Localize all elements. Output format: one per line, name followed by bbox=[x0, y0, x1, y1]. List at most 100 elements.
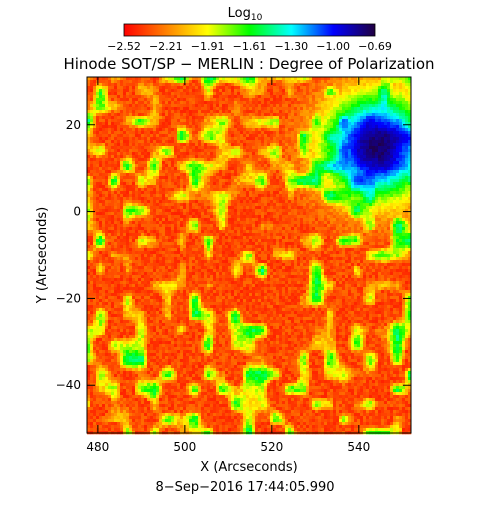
map-cell bbox=[405, 161, 409, 165]
map-cell bbox=[195, 179, 199, 183]
map-cell bbox=[138, 104, 142, 108]
map-cell bbox=[339, 212, 343, 216]
map-cell bbox=[237, 80, 241, 84]
map-cell bbox=[240, 212, 244, 216]
map-cell bbox=[144, 155, 148, 159]
map-cell bbox=[195, 116, 199, 120]
map-cell bbox=[342, 89, 346, 93]
map-cell bbox=[111, 116, 115, 120]
map-cell bbox=[378, 212, 382, 216]
map-cell bbox=[384, 209, 388, 213]
map-cell bbox=[165, 140, 169, 144]
map-cell bbox=[144, 188, 148, 192]
map-cell bbox=[327, 80, 331, 84]
map-cell bbox=[114, 209, 118, 213]
map-cell bbox=[228, 143, 232, 147]
map-cell bbox=[207, 116, 211, 120]
map-cell bbox=[93, 95, 97, 99]
map-cell bbox=[147, 209, 151, 213]
map-cell bbox=[237, 122, 241, 126]
map-cell bbox=[216, 143, 220, 147]
map-cell bbox=[141, 164, 145, 168]
map-cell bbox=[297, 200, 301, 204]
map-cell bbox=[141, 146, 145, 150]
map-cell bbox=[354, 191, 358, 195]
map-cell bbox=[96, 119, 100, 123]
map-cell bbox=[300, 101, 304, 105]
map-cell bbox=[321, 140, 325, 144]
map-cell bbox=[261, 125, 265, 129]
map-cell bbox=[210, 131, 214, 135]
map-cell bbox=[93, 131, 97, 135]
map-cell bbox=[192, 197, 196, 201]
map-cell bbox=[387, 122, 391, 126]
map-cell bbox=[279, 185, 283, 189]
map-cell bbox=[387, 125, 391, 129]
map-cell bbox=[168, 128, 172, 132]
map-cell bbox=[381, 137, 385, 141]
map-cell bbox=[129, 107, 133, 111]
map-cell bbox=[225, 152, 229, 156]
map-cell bbox=[276, 173, 280, 177]
map-cell bbox=[273, 77, 277, 81]
map-cell bbox=[177, 98, 181, 102]
map-cell bbox=[306, 122, 310, 126]
map-cell bbox=[240, 107, 244, 111]
map-cell bbox=[339, 158, 343, 162]
map-cell bbox=[405, 128, 409, 132]
map-cell bbox=[372, 98, 376, 102]
map-cell bbox=[96, 86, 100, 90]
map-cell bbox=[321, 113, 325, 117]
map-cell bbox=[375, 80, 379, 84]
map-cell bbox=[264, 146, 268, 150]
map-cell bbox=[126, 209, 130, 213]
map-cell bbox=[288, 188, 292, 192]
map-cell bbox=[363, 200, 367, 204]
map-cell bbox=[291, 140, 295, 144]
map-cell bbox=[144, 101, 148, 105]
map-cell bbox=[219, 83, 223, 87]
map-cell bbox=[396, 125, 400, 129]
map-cell bbox=[372, 140, 376, 144]
map-cell bbox=[234, 176, 238, 180]
map-cell bbox=[366, 83, 370, 87]
map-cell bbox=[378, 164, 382, 168]
map-cell bbox=[150, 185, 154, 189]
map-cell bbox=[402, 152, 406, 156]
map-cell bbox=[234, 188, 238, 192]
map-cell bbox=[186, 83, 190, 87]
map-cell bbox=[381, 176, 385, 180]
map-cell bbox=[153, 143, 157, 147]
map-cell bbox=[360, 140, 364, 144]
map-cell bbox=[162, 212, 166, 216]
map-cell bbox=[279, 152, 283, 156]
map-cell bbox=[165, 200, 169, 204]
map-cell bbox=[273, 173, 277, 177]
map-cell bbox=[252, 203, 256, 207]
map-cell bbox=[138, 194, 142, 198]
map-cell bbox=[312, 104, 316, 108]
map-cell bbox=[279, 209, 283, 213]
map-cell bbox=[237, 161, 241, 165]
map-cell bbox=[345, 167, 349, 171]
map-cell bbox=[306, 143, 310, 147]
map-cell bbox=[351, 203, 355, 207]
map-cell bbox=[165, 152, 169, 156]
map-cell bbox=[171, 185, 175, 189]
map-cell bbox=[264, 140, 268, 144]
map-cell bbox=[225, 209, 229, 213]
map-cell bbox=[288, 167, 292, 171]
map-cell bbox=[372, 137, 376, 141]
map-cell bbox=[315, 83, 319, 87]
map-cell bbox=[252, 134, 256, 138]
map-cell bbox=[396, 134, 400, 138]
map-cell bbox=[180, 113, 184, 117]
map-cell bbox=[291, 146, 295, 150]
map-cell bbox=[177, 80, 181, 84]
map-cell bbox=[276, 89, 280, 93]
map-cell bbox=[135, 116, 139, 120]
map-cell bbox=[294, 203, 298, 207]
map-cell bbox=[87, 176, 91, 180]
map-cell bbox=[351, 149, 355, 153]
map-cell bbox=[261, 197, 265, 201]
